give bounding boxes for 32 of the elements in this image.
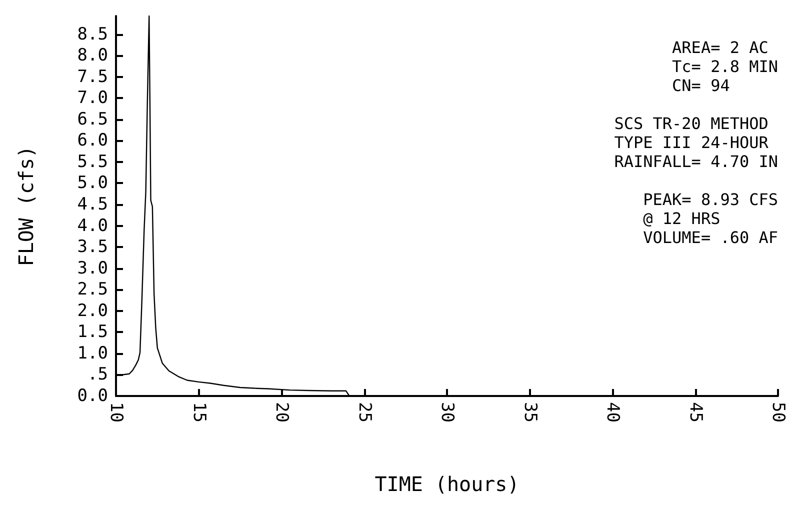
x-tick-label: 10 bbox=[106, 402, 126, 422]
y-tick-label: 1.0 bbox=[77, 343, 108, 364]
y-tick-label: 2.5 bbox=[77, 280, 108, 300]
x-tick-label: 25 bbox=[354, 402, 374, 422]
y-tick-label: 4.0 bbox=[77, 216, 108, 236]
y-tick-label: 2.0 bbox=[77, 300, 108, 321]
x-tick-label: 30 bbox=[437, 402, 457, 422]
y-tick-label: 6.0 bbox=[77, 130, 108, 151]
annotation: AREA= 2 AC Tc= 2.8 MIN CN= 94 bbox=[672, 38, 778, 95]
y-tick-label: 8.5 bbox=[77, 24, 108, 44]
y-axis-title: FLOW (cfs) bbox=[14, 146, 38, 266]
y-tick-label: 8.0 bbox=[77, 46, 108, 66]
y-tick-label: 5.0 bbox=[77, 173, 108, 194]
x-axis-title: TIME (hours) bbox=[374, 472, 520, 496]
y-tick-label: 7.0 bbox=[77, 88, 108, 108]
x-tick-label: 50 bbox=[768, 402, 788, 422]
y-tick-label: 5.5 bbox=[77, 152, 108, 172]
x-tick-label: 45 bbox=[685, 402, 706, 422]
y-tick-label: 4.5 bbox=[77, 194, 108, 215]
y-tick-label: 0.0 bbox=[77, 386, 108, 406]
x-tick-label: 35 bbox=[520, 402, 540, 422]
x-tick-label: 40 bbox=[602, 402, 622, 422]
annotation: PEAK= 8.93 CFS @ 12 HRS VOLUME= .60 AF bbox=[643, 190, 778, 247]
annotation: SCS TR-20 METHOD TYPE III 24-HOUR RAINFALL= 4.70 IN bbox=[614, 114, 778, 171]
y-tick-label: 7.5 bbox=[77, 66, 108, 87]
y-tick-label: 3.0 bbox=[77, 258, 108, 278]
y-tick-label: 6.5 bbox=[77, 109, 108, 130]
x-tick-label: 15 bbox=[188, 402, 209, 422]
y-tick-label: 1.5 bbox=[77, 322, 108, 342]
y-tick-label: 3.5 bbox=[77, 237, 108, 258]
y-tick-label: .5 bbox=[88, 364, 108, 385]
x-tick-label: 20 bbox=[272, 402, 292, 422]
